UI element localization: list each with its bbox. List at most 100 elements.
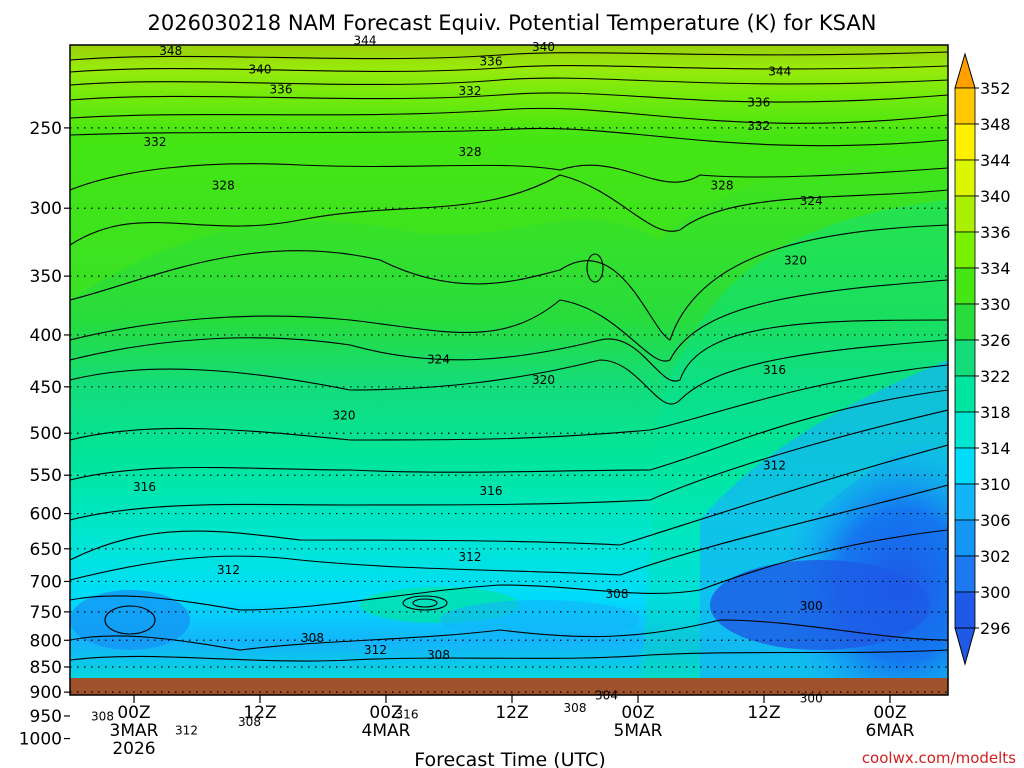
chart-title: 2026030218 NAM Forecast Equiv. Potential…: [148, 11, 877, 35]
y-tick-label: 800: [30, 631, 62, 651]
contour-labels: 348 344 340 344 340 336 336 332 336 332 332 328 328 3…: [91, 33, 823, 738]
contour-label: 312: [217, 563, 240, 577]
contour-label: 312: [175, 724, 198, 738]
contour-label: 316: [480, 484, 503, 498]
colorbar-label: 344: [980, 151, 1011, 170]
colorbar-label: 310: [980, 475, 1011, 494]
contour-label: 308: [606, 587, 629, 601]
contour-label: 332: [144, 135, 167, 149]
contour-label: 328: [459, 145, 482, 159]
colorbar-swatch: [954, 447, 976, 485]
colorbar: 352 348 344 340 336 334 330 326 322 318 314 310 306 3…: [954, 52, 1011, 666]
colorbar-swatch: [954, 375, 976, 413]
x-tick-label: 5MAR: [614, 721, 663, 741]
y-tick-label: 400: [30, 326, 62, 346]
contour-label: 348: [159, 44, 182, 58]
plot-frame: [69, 44, 949, 696]
y-tick-label: 950: [30, 707, 62, 727]
x-tick-label: 12Z: [747, 703, 780, 723]
contour-label: 312: [763, 459, 786, 473]
y-tick-label: 550: [30, 466, 62, 486]
contour-label: 316: [763, 363, 786, 377]
colorbar-arrow-bottom: [954, 627, 976, 666]
contour-label: 336: [747, 96, 770, 110]
colorbar-label: 318: [980, 403, 1011, 422]
colorbar-label: 336: [980, 223, 1011, 242]
contour-label: 312: [364, 643, 387, 657]
y-tick-label: 750: [30, 603, 62, 623]
contour-label: 312: [459, 550, 482, 564]
contour-label: 328: [711, 179, 734, 193]
colorbar-swatch: [954, 195, 976, 233]
x-tick-label: 4MAR: [362, 721, 411, 741]
colorbar-label: 314: [980, 439, 1011, 458]
colorbar-swatch: [954, 555, 976, 593]
y-tick-label: 850: [30, 658, 62, 678]
x-tick-label: 12Z: [243, 703, 276, 723]
colorbar-swatch: [954, 267, 976, 305]
colorbar-label: 326: [980, 331, 1011, 350]
colorbar-swatch: [954, 591, 976, 629]
contour-label: 308: [427, 648, 450, 662]
x-tick-label: 00Z: [117, 703, 150, 723]
contour-label: 340: [249, 63, 272, 77]
contour-label: 324: [800, 194, 823, 208]
contour-label: 308: [91, 709, 114, 723]
x-tick-label: 12Z: [495, 703, 528, 723]
y-tick-label: 1000: [19, 730, 62, 750]
contour-label: 332: [747, 119, 770, 133]
colorbar-label: 302: [980, 547, 1011, 566]
colorbar-label: 300: [980, 583, 1011, 602]
credit-text: coolwx.com/modelts: [862, 749, 1016, 767]
y-axis: 250 300 350 400 450 500 550 600 650 700 750 800 850 9…: [19, 119, 70, 750]
y-tick-label: 300: [30, 199, 62, 219]
contour-label: 308: [564, 701, 587, 715]
y-tick-label: 600: [30, 505, 62, 525]
colorbar-label: 322: [980, 367, 1011, 386]
colorbar-swatch: [954, 123, 976, 161]
contour-label: 336: [270, 82, 293, 96]
y-tick-label: 450: [30, 378, 62, 398]
contour-label: 300: [800, 599, 823, 613]
contour-label: 316: [396, 708, 419, 722]
x-axis-label: Forecast Time (UTC): [414, 749, 605, 768]
contour-label: 308: [301, 631, 324, 645]
contour-label: 336: [480, 54, 503, 68]
colorbar-label: 334: [980, 259, 1011, 278]
y-tick-label: 650: [30, 540, 62, 560]
x-tick-label: 00Z: [621, 703, 654, 723]
contour-label: 340: [532, 40, 555, 54]
contour-label: 344: [354, 33, 377, 47]
colorbar-swatch: [954, 483, 976, 521]
colorbar-arrow-top: [954, 52, 976, 89]
contour-label: 320: [532, 373, 555, 387]
colorbar-swatch: [954, 87, 976, 125]
contour-label: 332: [459, 84, 482, 98]
contour-lines: [70, 51, 948, 662]
y-tick-label: 500: [30, 424, 62, 444]
colorbar-label: 306: [980, 511, 1011, 530]
colorbar-swatch: [954, 303, 976, 341]
colorbar-label: 296: [980, 619, 1011, 638]
contour-label: 316: [133, 480, 156, 494]
y-tick-label: 250: [30, 119, 62, 139]
colorbar-swatch: [954, 231, 976, 269]
colorbar-swatch: [954, 411, 976, 449]
colorbar-swatch: [954, 339, 976, 377]
colorbar-swatch: [954, 519, 976, 557]
colorbar-label: 352: [980, 79, 1011, 98]
x-tick-label: 3MAR: [110, 721, 159, 741]
x-tick-label: 00Z: [873, 703, 906, 723]
colorbar-swatch: [954, 159, 976, 197]
colorbar-label: 340: [980, 187, 1011, 206]
plot-area: [70, 45, 948, 695]
contour-label: 324: [427, 353, 450, 367]
y-tick-label: 350: [30, 267, 62, 287]
contour-label: 300: [800, 691, 823, 705]
y-tick-label: 700: [30, 572, 62, 592]
x-tick-label: 6MAR: [866, 721, 915, 741]
y-tick-label: 900: [30, 683, 62, 703]
x-tick-label: 00Z: [369, 703, 402, 723]
